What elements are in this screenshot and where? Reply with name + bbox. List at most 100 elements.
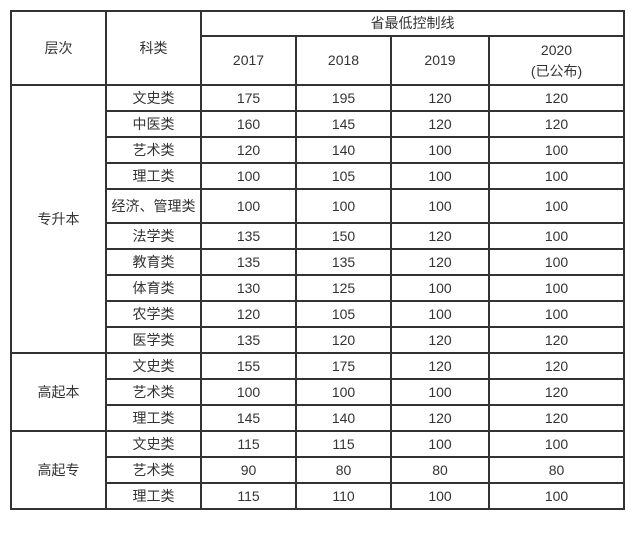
header-year-2020-note: (已公布) [530, 62, 583, 79]
header-year-2020-label: 2020 [540, 41, 573, 58]
score-cell: 100 [488, 136, 625, 164]
score-cell: 100 [488, 162, 625, 190]
score-cell: 100 [200, 378, 297, 406]
header-year-2018: 2018 [295, 35, 392, 86]
table-row: 法学类 135 150 120 100 [11, 222, 625, 250]
score-cell: 100 [295, 188, 392, 224]
score-cell: 80 [295, 456, 392, 484]
score-cell: 100 [488, 222, 625, 250]
table-row: 医学类 135 120 120 120 [11, 326, 625, 354]
category-cell: 理工类 [105, 162, 202, 190]
score-cell: 80 [390, 456, 490, 484]
score-cell: 100 [390, 136, 490, 164]
header-row-group: 层次 科类 省最低控制线 [10, 10, 625, 86]
category-cell: 理工类 [105, 404, 202, 432]
score-cell: 105 [295, 300, 392, 328]
table-row: 理工类 115 110 100 100 [11, 482, 625, 510]
score-cell: 105 [295, 162, 392, 190]
score-cell: 100 [488, 274, 625, 302]
score-cell: 100 [390, 162, 490, 190]
score-cell: 120 [488, 110, 625, 138]
header-level: 层次 [10, 10, 107, 86]
score-cell: 115 [295, 430, 392, 458]
table-row: 艺术类 120 140 100 100 [11, 136, 625, 164]
table-row: 中医类 160 145 120 120 [11, 110, 625, 138]
score-cell: 120 [488, 378, 625, 406]
category-cell: 医学类 [105, 326, 202, 354]
category-cell: 文史类 [105, 430, 202, 458]
score-cell: 175 [295, 352, 392, 380]
score-cell: 120 [390, 404, 490, 432]
score-cell: 120 [295, 326, 392, 354]
score-cell: 100 [390, 482, 490, 510]
score-cell: 100 [200, 162, 297, 190]
score-cell: 120 [200, 300, 297, 328]
header-group-title: 省最低控制线 [200, 10, 625, 37]
score-cell: 100 [488, 482, 625, 510]
category-cell: 体育类 [105, 274, 202, 302]
level-cell: 高起本 [10, 352, 107, 432]
category-cell: 艺术类 [105, 456, 202, 484]
score-cell: 100 [390, 300, 490, 328]
score-cell: 100 [488, 248, 625, 276]
score-cell: 115 [200, 482, 297, 510]
score-cell: 100 [390, 430, 490, 458]
score-cell: 175 [200, 84, 297, 112]
category-cell: 理工类 [105, 482, 202, 510]
score-cell: 125 [295, 274, 392, 302]
score-cell: 120 [390, 222, 490, 250]
score-cell: 120 [488, 84, 625, 112]
score-cell: 115 [200, 430, 297, 458]
score-cell: 120 [390, 248, 490, 276]
table-row: 高起专 文史类 115 115 100 100 [10, 430, 625, 510]
table-row: 农学类 120 105 100 100 [11, 300, 625, 328]
table-row: 教育类 135 135 120 100 [11, 248, 625, 276]
score-cell: 110 [295, 482, 392, 510]
category-cell: 教育类 [105, 248, 202, 276]
score-cell: 100 [390, 188, 490, 224]
score-cell: 120 [488, 404, 625, 432]
score-cell: 145 [295, 110, 392, 138]
category-cell: 中医类 [105, 110, 202, 138]
score-cell: 135 [295, 248, 392, 276]
table-row: 艺术类 90 80 80 80 [11, 456, 625, 484]
header-row-years: 2017 2018 2019 2020 (已公布) [11, 35, 625, 86]
score-table: 层次 科类 省最低控制线 2017 2018 2019 2020 (已公布) 专… [10, 10, 625, 510]
score-cell: 135 [200, 248, 297, 276]
table-body: 专升本 文史类 175 195 120 120 中医类 160 145 120 120 艺术类 120 1… [10, 84, 625, 510]
score-cell: 140 [295, 404, 392, 432]
category-cell: 艺术类 [105, 136, 202, 164]
table-row: 理工类 100 105 100 100 [11, 162, 625, 190]
score-cell: 145 [200, 404, 297, 432]
table-row: 体育类 130 125 100 100 [11, 274, 625, 302]
category-cell: 法学类 [105, 222, 202, 250]
score-cell: 120 [390, 326, 490, 354]
table-row: 经济、管理类 100 100 100 100 [11, 188, 625, 224]
score-cell: 120 [488, 326, 625, 354]
header-year-2017: 2017 [200, 35, 297, 86]
table-row: 高起本 文史类 155 175 120 120 [10, 352, 625, 432]
score-cell: 100 [390, 378, 490, 406]
table-row: 专升本 文史类 175 195 120 120 [10, 84, 625, 354]
score-cell: 120 [390, 110, 490, 138]
score-cell: 195 [295, 84, 392, 112]
category-cell: 文史类 [105, 84, 202, 112]
score-cell: 100 [295, 378, 392, 406]
category-cell: 艺术类 [105, 378, 202, 406]
score-cell: 120 [390, 84, 490, 112]
level-cell: 专升本 [10, 84, 107, 354]
score-cell: 120 [200, 136, 297, 164]
table-row: 艺术类 100 100 100 120 [11, 378, 625, 406]
score-cell: 100 [488, 188, 625, 224]
category-cell: 文史类 [105, 352, 202, 380]
score-cell: 120 [390, 352, 490, 380]
score-cell: 100 [390, 274, 490, 302]
score-cell: 155 [200, 352, 297, 380]
score-cell: 80 [488, 456, 625, 484]
table-row: 理工类 145 140 120 120 [11, 404, 625, 432]
category-cell: 农学类 [105, 300, 202, 328]
score-cell: 140 [295, 136, 392, 164]
score-cell: 160 [200, 110, 297, 138]
page: 层次 科类 省最低控制线 2017 2018 2019 2020 (已公布) 专… [10, 10, 625, 510]
score-cell: 120 [488, 352, 625, 380]
